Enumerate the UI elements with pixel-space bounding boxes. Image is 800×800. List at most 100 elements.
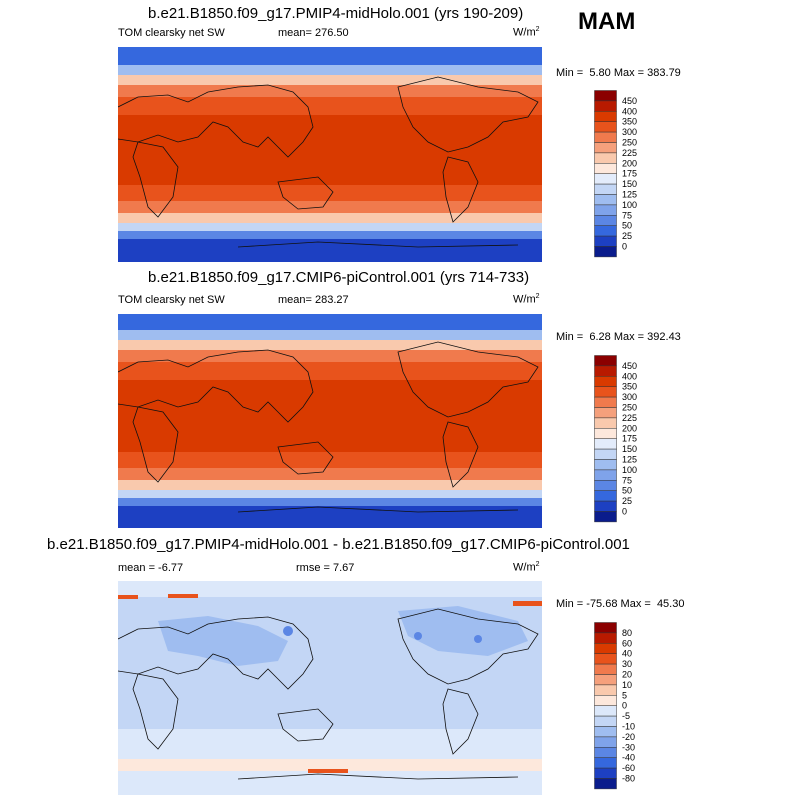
- panel2-colorbar-swatch: [594, 459, 617, 471]
- panel1-colorbar-tick-label: 150: [622, 179, 637, 189]
- panel1-colorbar-tick-label: 175: [622, 169, 637, 179]
- panel1-colorbar-swatch: [594, 131, 617, 143]
- panel3-colorbar-tick-label: -60: [622, 763, 635, 773]
- panel3-colorbar-swatch: [594, 757, 617, 769]
- panel2-colorbar-swatch: [594, 448, 617, 460]
- panel2-colorbar-tick-label: 400: [622, 371, 637, 381]
- panel3-minmax: Min = -75.68 Max = 45.30: [556, 598, 685, 610]
- panel3-colorbar-swatch: [594, 653, 617, 665]
- panel3-colorbar-tick-label: 0: [622, 701, 627, 711]
- panel2-colorbar-swatch: [594, 500, 617, 512]
- panel2-colorbar-tick-label: 300: [622, 392, 637, 402]
- panel1-colorbar-tick-label: 350: [622, 117, 637, 127]
- panel1-colorbar-swatch: [594, 215, 617, 226]
- panel3-colorbar-tick-label: -20: [622, 732, 635, 742]
- panel2-mean-label: mean= 283.27: [278, 294, 349, 306]
- panel3-colorbar-swatch: [594, 715, 617, 727]
- panel3-colorbar-tick-label: -10: [622, 722, 635, 732]
- panel1-colorbar-swatch: [594, 194, 617, 206]
- panel1-title: b.e21.B1850.f09_g17.PMIP4-midHolo.001 (y…: [148, 5, 524, 22]
- panel3-colorbar-tick-label: 20: [622, 670, 632, 680]
- panel3-units: W/m2: [513, 561, 540, 574]
- panel1-colorbar-tick-label: 300: [622, 127, 637, 137]
- panel3-colorbar-swatch: [594, 736, 617, 748]
- panel1-colorbar-swatch: [594, 121, 617, 133]
- panel3-colorbar-tick-label: 5: [622, 690, 627, 700]
- panel2-colorbar-tick-label: 50: [622, 486, 632, 496]
- panel3-colorbar-swatch: [594, 674, 617, 686]
- panel1-colorbar-tick-label: 125: [622, 190, 637, 200]
- panel2-colorbar-swatch: [594, 438, 617, 450]
- panel1-colorbar-swatch: [594, 183, 617, 195]
- panel3-colorbar-swatch: [594, 643, 617, 654]
- panel1-variable-label: TOM clearsky net SW: [118, 27, 225, 39]
- panel2-minmax: Min = 6.28 Max = 392.43: [556, 331, 681, 343]
- panel3-colorbar-tick-label: -80: [622, 774, 635, 784]
- panel3-map: [118, 581, 542, 795]
- panel1-colorbar-tick-label: 400: [622, 106, 637, 116]
- panel2-variable-label: TOM clearsky net SW: [118, 294, 225, 306]
- panel2-colorbar-tick-label: 450: [622, 361, 637, 371]
- panel2-colorbar-swatch: [594, 417, 617, 429]
- panel2-colorbar-swatch: [594, 396, 617, 408]
- panel1-units: W/m2: [513, 26, 540, 39]
- panel1-colorbar-swatch: [594, 142, 617, 154]
- panel2-colorbar-swatch: [594, 490, 617, 502]
- panel3-colorbar-tick-label: 30: [622, 659, 632, 669]
- panel2-colorbar-tick-label: 350: [622, 382, 637, 392]
- panel1-colorbar-tick-label: 250: [622, 138, 637, 148]
- panel2-colorbar-tick-label: 100: [622, 465, 637, 475]
- panel3-rmse-label: rmse = 7.67: [296, 562, 355, 574]
- panel2-colorbar-tick-label: 225: [622, 413, 637, 423]
- panel3-colorbar-swatch: [594, 726, 617, 738]
- panel2-colorbar-tick-label: 150: [622, 444, 637, 454]
- panel3-colorbar-swatch: [594, 767, 617, 779]
- panel1-colorbar-swatch: [594, 204, 617, 216]
- panel2-colorbar-tick-label: 75: [622, 475, 632, 485]
- panel2-colorbar-swatch: [594, 428, 617, 439]
- panel1-colorbar-tick-label: 100: [622, 200, 637, 210]
- panel1-map: [118, 47, 542, 262]
- panel3-mean-label: mean = -6.77: [118, 562, 184, 574]
- panel2-colorbar-swatch: [594, 480, 617, 491]
- panel1-colorbar-tick-label: 200: [622, 158, 637, 168]
- panel3-colorbar-swatch: [594, 705, 617, 717]
- panel3-title: b.e21.B1850.f09_g17.PMIP4-midHolo.001 - …: [47, 536, 630, 553]
- panel3-colorbar-tick-label: 40: [622, 649, 632, 659]
- panel2-units: W/m2: [513, 293, 540, 306]
- panel3-colorbar-swatch: [594, 684, 617, 696]
- panel2-colorbar-swatch: [594, 355, 617, 367]
- panel1-colorbar-tick-label: 75: [622, 210, 632, 220]
- panel1-colorbar-swatch: [594, 100, 617, 112]
- panel2-colorbar-tick-label: 125: [622, 455, 637, 465]
- panel3-colorbar-tick-label: -30: [622, 742, 635, 752]
- panel1-colorbar-swatch: [594, 152, 617, 164]
- panel1-colorbar-swatch: [594, 225, 617, 237]
- panel1-colorbar-swatch: [594, 90, 617, 102]
- panel1-colorbar-tick-label: 450: [622, 96, 637, 106]
- panel3-colorbar-tick-label: 80: [622, 628, 632, 638]
- panel3-colorbar-tick-label: -40: [622, 753, 635, 763]
- panel1-colorbar-tick-label: 0: [622, 242, 627, 252]
- panel3-colorbar-swatch: [594, 747, 617, 758]
- panel1-minmax: Min = 5.80 Max = 383.79: [556, 67, 681, 79]
- panel3-colorbar-swatch: [594, 695, 617, 706]
- panel1-mean-label: mean= 276.50: [278, 27, 349, 39]
- panel2-colorbar-tick-label: 200: [622, 423, 637, 433]
- panel2-colorbar-tick-label: 0: [622, 507, 627, 517]
- panel1-colorbar-tick-label: 25: [622, 231, 632, 241]
- panel3-colorbar-swatch: [594, 622, 617, 634]
- panel2-colorbar-tick-label: 175: [622, 434, 637, 444]
- panel2-colorbar-swatch: [594, 469, 617, 481]
- panel3-colorbar-swatch: [594, 663, 617, 675]
- panel2-colorbar-swatch: [594, 511, 617, 523]
- panel1-colorbar-swatch: [594, 246, 617, 258]
- season-label: MAM: [578, 8, 636, 35]
- panel3-colorbar-tick-label: 60: [622, 638, 632, 648]
- panel2-title: b.e21.B1850.f09_g17.CMIP6-piControl.001 …: [148, 269, 530, 286]
- panel2-colorbar-tick-label: 25: [622, 496, 632, 506]
